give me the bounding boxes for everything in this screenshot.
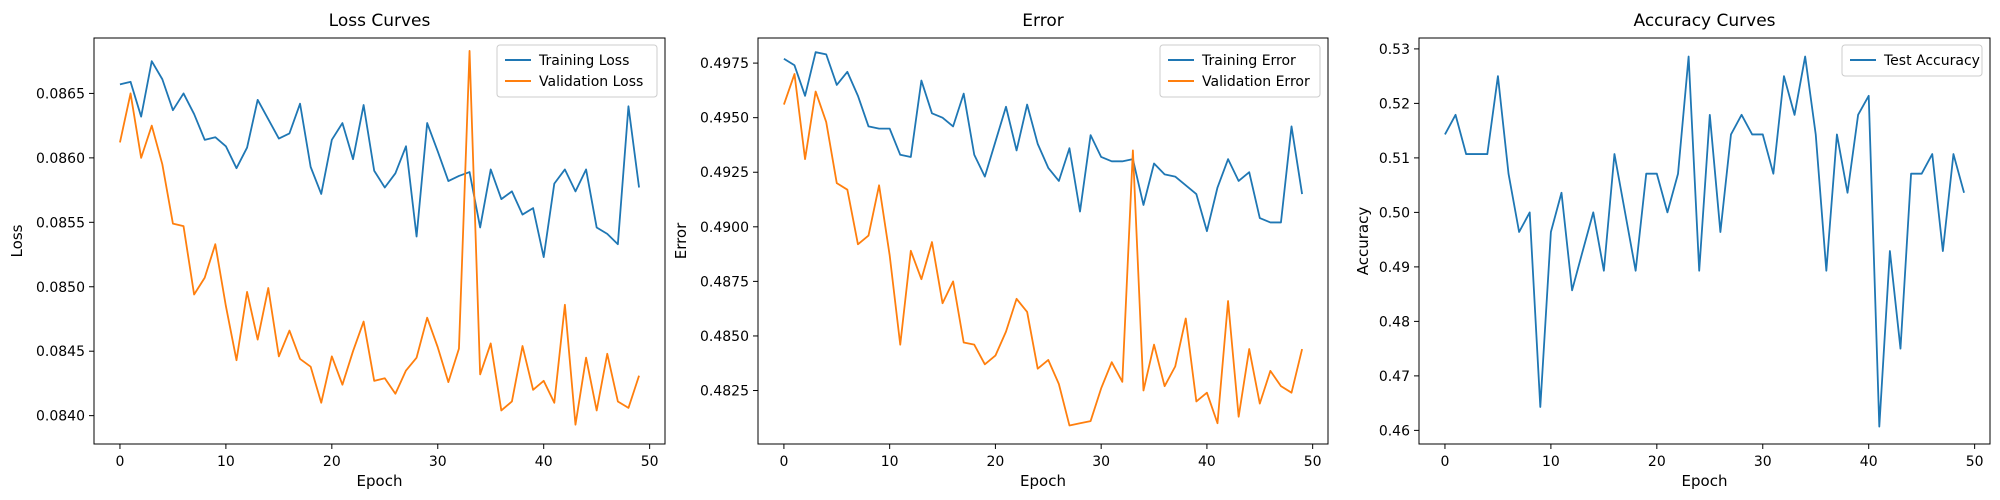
legend: Test Accuracy: [1841, 44, 1983, 77]
x-tick-label: 10: [1542, 454, 1560, 470]
series-line-test-accuracy: [1444, 55, 1965, 428]
legend: Training Error Validation Error: [1159, 44, 1321, 98]
y-tick-label: 0.49: [1379, 260, 1410, 276]
plot-frame: [1418, 37, 1991, 445]
legend-label: Validation Loss: [539, 74, 643, 90]
plot-frame: [93, 37, 666, 445]
y-axis-label: Loss: [8, 224, 26, 257]
x-tick-label: 40: [1198, 454, 1216, 470]
series-line-validation-loss: [119, 49, 640, 426]
x-tick-label: 40: [535, 454, 553, 470]
x-tick-label: 50: [1966, 454, 1984, 470]
y-tick-label: 0.4925: [700, 165, 749, 181]
legend-box: [496, 44, 658, 98]
chart-panel-1: Loss Curves 0 10 20 30 40 50 0.0840 0.0845 0.0850…: [8, 11, 666, 490]
x-tick-label: 0: [1440, 454, 1449, 470]
y-tick-label: 0.4900: [700, 220, 749, 236]
y-tick-label: 0.4975: [700, 56, 749, 72]
x-tick-label: 30: [1754, 454, 1772, 470]
y-tick-label: 0.4875: [700, 274, 749, 290]
x-tick-label: 10: [217, 454, 235, 470]
y-tick-label: 0.4850: [700, 329, 749, 345]
x-axis-label: Epoch: [1682, 472, 1728, 490]
legend-label: Training Loss: [538, 53, 629, 69]
x-tick-label: 20: [986, 454, 1004, 470]
x-tick-label: 20: [323, 454, 341, 470]
legend-box: [1841, 44, 1983, 77]
legend-label: Test Accuracy: [1883, 53, 1980, 69]
chart-title: Loss Curves: [329, 11, 431, 31]
x-tick-label: 20: [1648, 454, 1666, 470]
series-line-training-error: [783, 51, 1303, 233]
y-tick-label: 0.52: [1379, 96, 1410, 112]
y-tick-label: 0.47: [1379, 369, 1410, 385]
plot-frame: [757, 37, 1329, 445]
x-tick-label: 50: [641, 454, 659, 470]
x-axis-label: Epoch: [1020, 472, 1066, 490]
y-tick-label: 0.0855: [36, 215, 85, 231]
x-tick-label: 50: [1304, 454, 1322, 470]
x-tick-label: 0: [779, 454, 788, 470]
y-tick-label: 0.4950: [700, 111, 749, 127]
y-axis-label: Accuracy: [1354, 207, 1372, 276]
chart-panel-3: Accuracy Curves 0 10 20 30 40 50 0.46 0.47 0.48 0.…: [1354, 11, 1991, 490]
legend: Training Loss Validation Loss: [496, 44, 658, 98]
y-tick-label: 0.0865: [36, 86, 85, 102]
legend-box: [1159, 44, 1321, 98]
chart-title: Error: [1022, 11, 1063, 31]
chart-title: Accuracy Curves: [1633, 11, 1775, 31]
legend-label: Validation Error: [1202, 74, 1310, 90]
legend-label: Training Error: [1201, 53, 1296, 69]
series-line-validation-error: [783, 73, 1303, 427]
y-tick-label: 0.0840: [36, 409, 85, 425]
y-tick-label: 0.0860: [36, 151, 85, 167]
y-axis-label: Error: [672, 222, 690, 259]
y-tick-label: 0.0850: [36, 280, 85, 296]
x-tick-label: 30: [1092, 454, 1110, 470]
y-tick-label: 0.4825: [700, 384, 749, 400]
x-tick-label: 30: [429, 454, 447, 470]
y-tick-label: 0.48: [1379, 314, 1410, 330]
y-tick-label: 0.46: [1379, 423, 1410, 439]
chart-panel-2: Error 0 10 20 30 40 50 0.4825 0.4850 0.4875 0.4900…: [672, 11, 1329, 490]
y-tick-label: 0.51: [1379, 151, 1410, 167]
x-tick-label: 0: [115, 454, 124, 470]
x-tick-label: 40: [1860, 454, 1878, 470]
series-line-training-loss: [119, 60, 640, 259]
y-tick-label: 0.53: [1379, 42, 1410, 58]
x-tick-label: 10: [881, 454, 899, 470]
x-axis-label: Epoch: [357, 472, 403, 490]
y-tick-label: 0.50: [1379, 205, 1410, 221]
y-tick-label: 0.0845: [36, 344, 85, 360]
